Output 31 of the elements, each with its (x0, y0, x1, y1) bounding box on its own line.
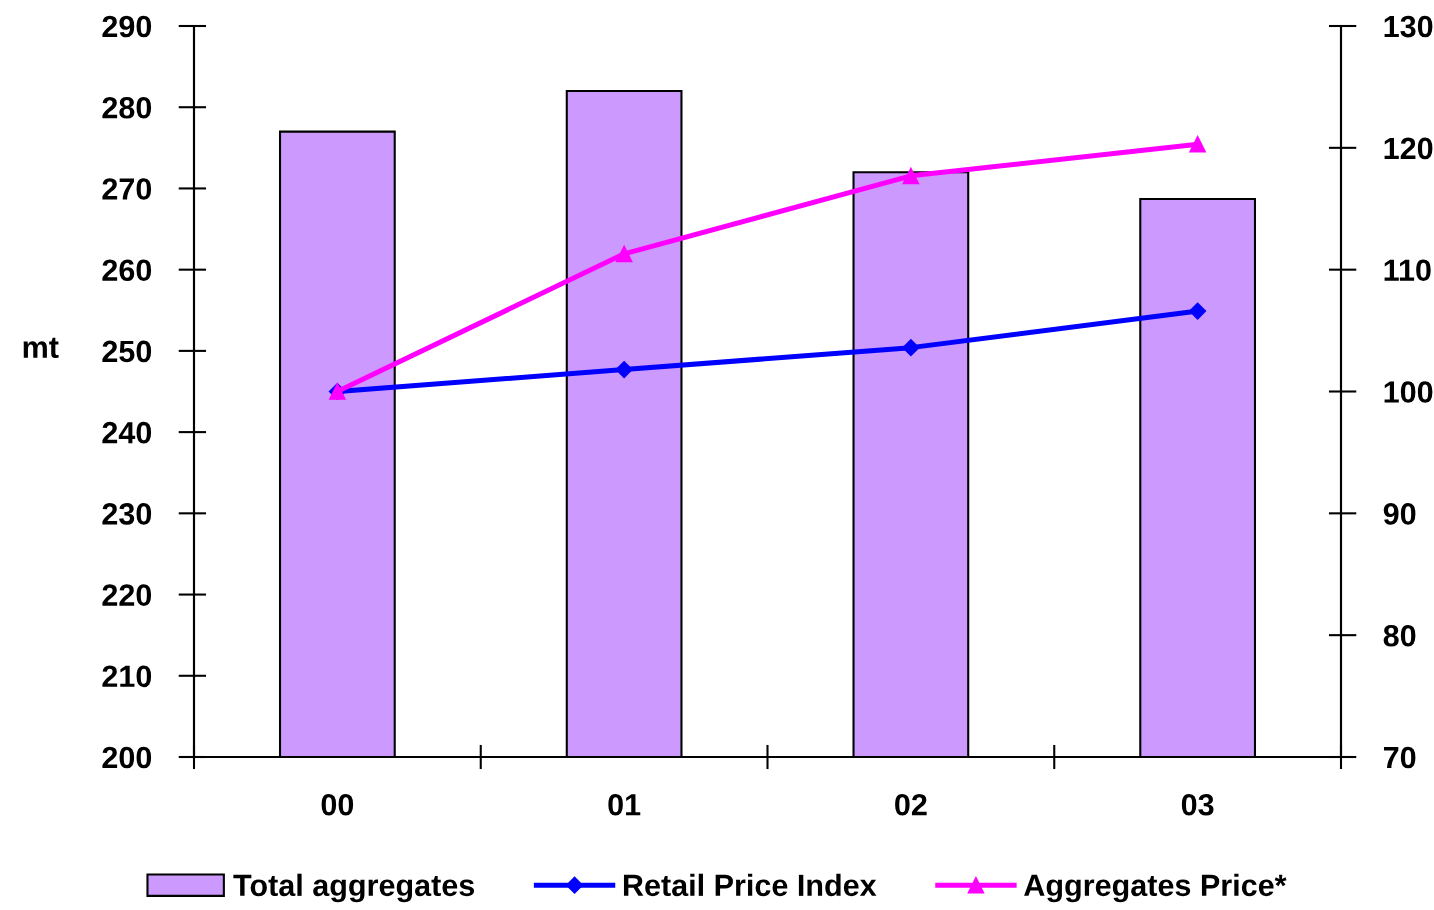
y-tick-label: 210 (102, 665, 152, 688)
y-tick-label: 220 (102, 584, 152, 606)
y2-tick-label: 110 (1384, 259, 1431, 282)
point (615, 361, 633, 379)
point (1189, 135, 1206, 153)
y-tick-label: 200 (102, 746, 152, 769)
legend-label: Total aggregates (233, 873, 475, 903)
x-tick-label: 01 (608, 793, 641, 816)
point (902, 339, 920, 357)
y-axis-title: mt (23, 337, 59, 358)
y2-tick-label: 100 (1384, 381, 1433, 403)
legend-label: Aggregates Price* (1024, 873, 1287, 903)
y-tick-label: 290 (102, 15, 152, 38)
legend-label: Retail Price Index (623, 873, 877, 897)
y-tick-label: 260 (102, 259, 152, 282)
y-tick-label: 240 (102, 421, 152, 444)
point (615, 245, 633, 263)
x-tick-label: 00 (321, 793, 354, 816)
point (902, 167, 920, 185)
y2-tick-label: 130 (1384, 15, 1433, 38)
y2-tick-label: 120 (1384, 137, 1433, 160)
y-tick-label: 230 (102, 503, 152, 525)
y2-tick-label: 80 (1383, 624, 1416, 647)
y2-tick-label: 70 (1383, 746, 1416, 769)
y2-tick-label: 90 (1383, 503, 1416, 525)
y-tick-label: 280 (102, 96, 152, 119)
point (1189, 302, 1207, 320)
y-tick-label: 250 (102, 340, 152, 363)
x-tick-label: 02 (895, 793, 927, 816)
y-tick-label: 270 (102, 178, 152, 200)
x-tick-label: 03 (1181, 793, 1214, 816)
